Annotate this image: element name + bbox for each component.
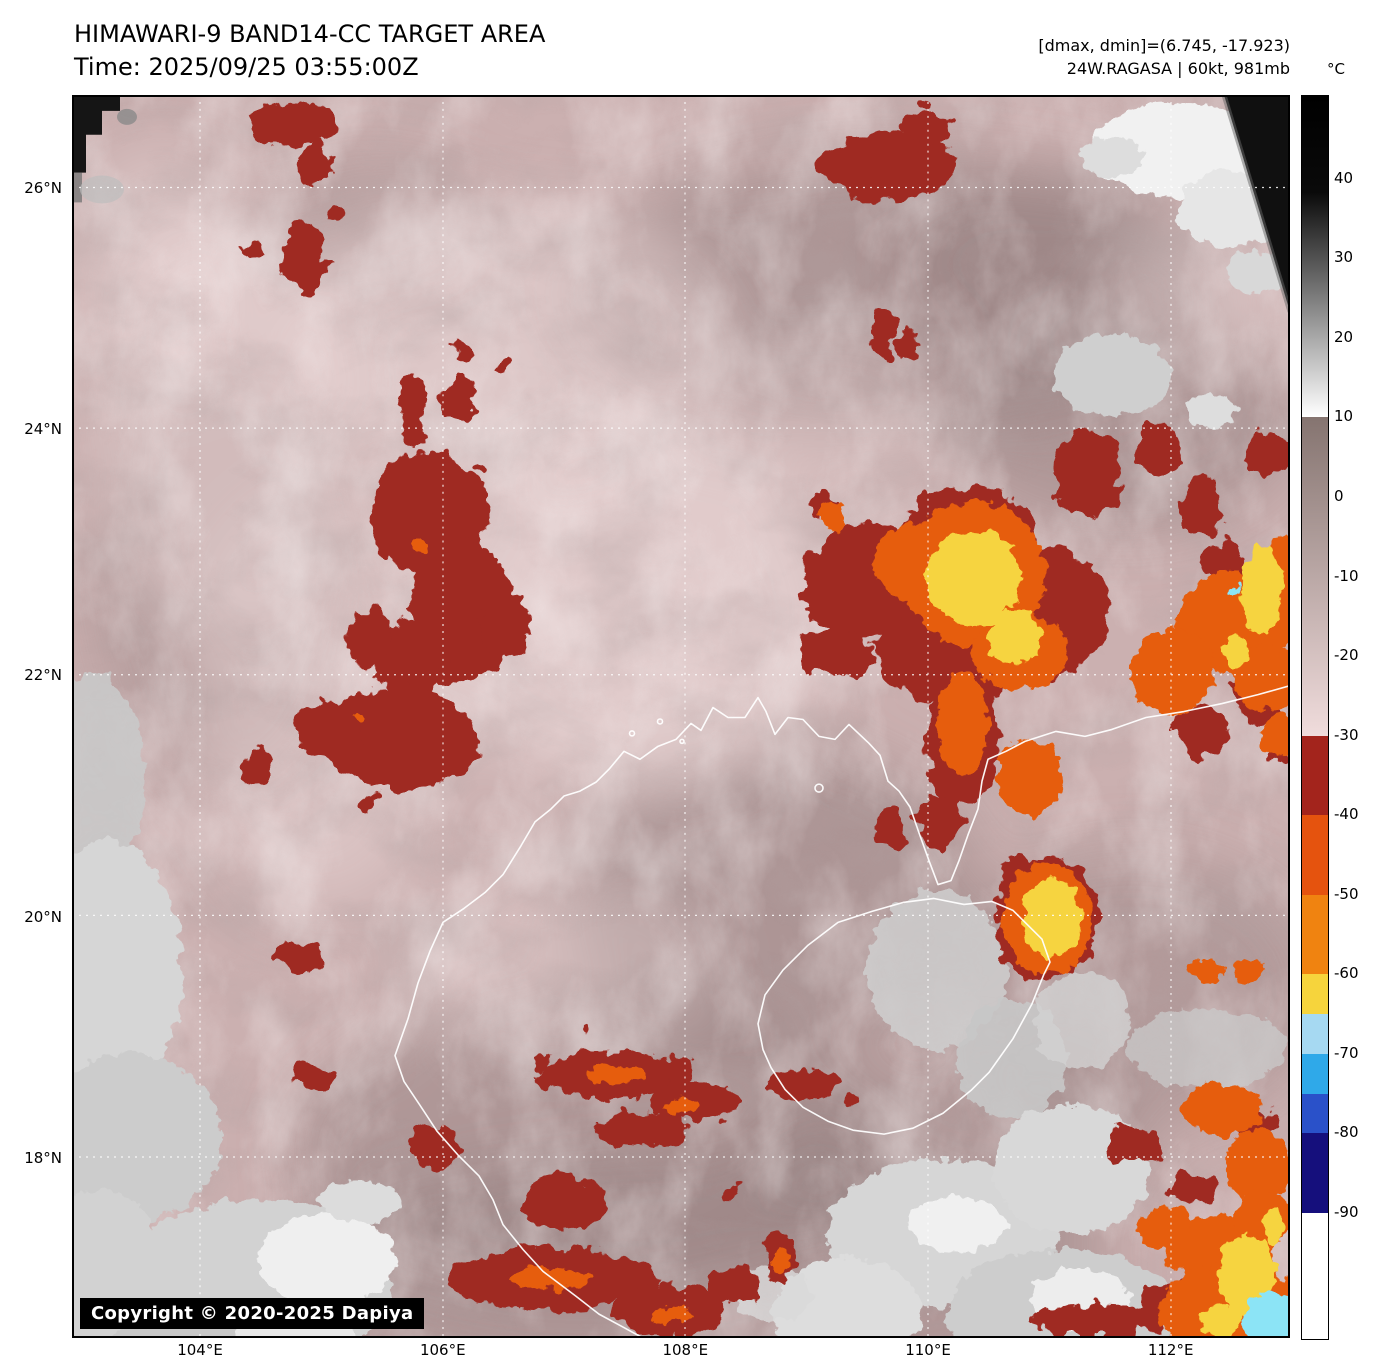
header-right: [dmax, dmin]=(6.745, -17.923) 24W.RAGASA… [1038, 34, 1290, 80]
colorbar-tick-label: -40 [1334, 805, 1359, 824]
colorbar-segment [1302, 1093, 1328, 1134]
lat-tick-label: 18°N [24, 1148, 62, 1167]
colorbar-tick-label: 40 [1334, 168, 1354, 187]
gridlines [72, 95, 1290, 1338]
lon-tick-label: 106°E [419, 1341, 466, 1359]
lon-axis: 104°E 106°E 108°E 110°E 112°E [72, 1341, 1290, 1359]
colorbar-segment [1302, 735, 1328, 816]
lon-tick-label: 108°E [662, 1341, 709, 1359]
colorbar-tick-label: -80 [1334, 1123, 1359, 1142]
colorbar-segments [1302, 96, 1328, 1339]
lon-tick-label: 112°E [1147, 1341, 1194, 1359]
lat-tick-label: 24°N [24, 420, 62, 439]
scan-edge-topleft [72, 95, 137, 204]
dmax-dmin-readout: [dmax, dmin]=(6.745, -17.923) [1038, 36, 1290, 55]
colorbar-segment [1302, 894, 1328, 975]
colorbar-tick-label: -90 [1334, 1202, 1359, 1221]
storm-info: 24W.RAGASA | 60kt, 981mb [1066, 59, 1290, 78]
satellite-image [72, 95, 1290, 1338]
image-title: HIMAWARI-9 BAND14-CC TARGET AREA [74, 20, 546, 48]
colorbar-segment [1302, 96, 1328, 418]
colorbar-segment [1302, 417, 1328, 736]
colorbar-unit-label: °C [1327, 60, 1345, 78]
colorbar-tick-label: 10 [1334, 407, 1354, 426]
colorbar-segment [1302, 1133, 1328, 1213]
lat-axis: 26°N 24°N 22°N 20°N 18°N [0, 95, 66, 1338]
lon-tick-label: 104°E [177, 1341, 223, 1359]
map-frame [72, 95, 1290, 1338]
colorbar-segment [1302, 974, 1328, 1015]
colorbar-tick-label: 0 [1334, 486, 1344, 505]
lat-tick-label: 20°N [24, 907, 62, 926]
colorbar-tick-label: 30 [1334, 248, 1354, 267]
colorbar-segment [1302, 1053, 1328, 1094]
colorbar-tick-label: -10 [1334, 566, 1359, 585]
colorbar-tick-label: -60 [1334, 964, 1359, 983]
colorbar-tick-label: 20 [1334, 327, 1354, 346]
coastline [394, 684, 1290, 1338]
lat-tick-label: 26°N [24, 178, 62, 197]
cold-cloud-cyan [1228, 586, 1290, 1338]
lon-tick-label: 110°E [905, 1341, 951, 1359]
lat-tick-label: 22°N [24, 666, 62, 685]
scan-edge-topright [1221, 95, 1290, 313]
colorbar-segment [1302, 815, 1328, 895]
colorbar-tick-label: -20 [1334, 646, 1359, 665]
copyright-badge: Copyright © 2020-2025 Dapiya [80, 1298, 425, 1329]
colorbar-tick-labels: 40 30 20 10 0 -10 -20 -30 -40 -50 -60 -70 -80 -90 [1334, 95, 1386, 1338]
cold-cloud-yellow [926, 530, 1283, 1338]
colorbar-segment [1302, 1014, 1328, 1054]
colorbar-segment [1302, 1212, 1328, 1339]
colorbar [1301, 95, 1329, 1340]
map-area: Copyright © 2020-2025 Dapiya [72, 95, 1290, 1338]
image-time: Time: 2025/09/25 03:55:00Z [74, 53, 419, 81]
colorbar-tick-label: -50 [1334, 884, 1359, 903]
colorbar-tick-label: -70 [1334, 1043, 1359, 1062]
colorbar-tick-label: -30 [1334, 725, 1359, 744]
